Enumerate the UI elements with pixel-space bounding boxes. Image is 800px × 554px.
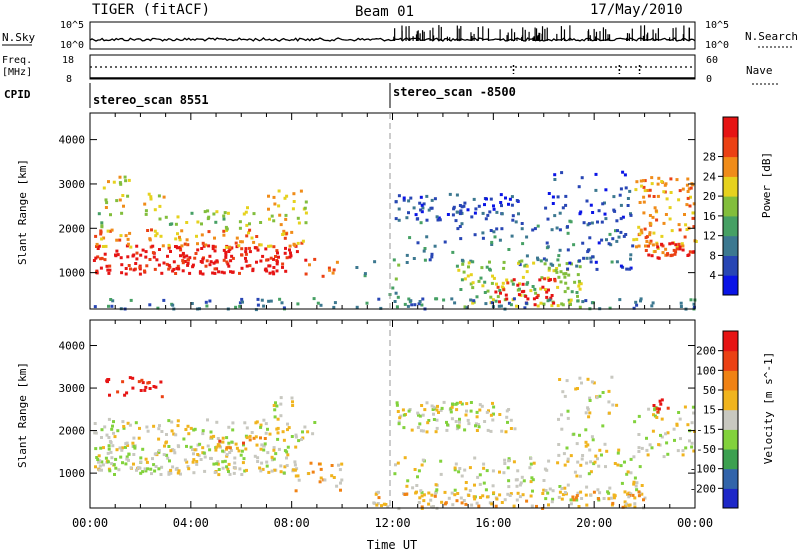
velocity-swatch: [723, 331, 738, 352]
velocity-colorbar-tick: 100: [696, 364, 716, 377]
velocity-swatch: [723, 488, 738, 509]
power-colorbar: Power [dB] 4 8 12 16 20 24 28: [703, 116, 773, 296]
power-colorbar-tick: 4: [709, 269, 716, 282]
nave-tick-bottom: 0: [706, 74, 712, 85]
nsky-label: N.Sky: [2, 31, 35, 44]
velocity-swatch: [723, 350, 738, 371]
velocity-colorbar-tick: -50: [696, 443, 716, 456]
power-colorbar-tick: 28: [703, 151, 716, 164]
power-swatch: [723, 235, 738, 256]
date-label: 17/May/2010: [590, 2, 683, 18]
power-swatch: [723, 196, 738, 217]
velocity-swatch: [723, 370, 738, 391]
velocity-ytick-label: 1000: [59, 467, 86, 480]
x-tick-label: 00:00: [72, 516, 108, 530]
x-tick-label: 08:00: [274, 516, 310, 530]
freq-tick-top: 18: [62, 55, 74, 66]
velocity-swatch: [723, 449, 738, 470]
x-tick-label: 16:00: [475, 516, 511, 530]
power-colorbar-tick: 12: [703, 230, 716, 243]
x-tick-label: 04:00: [173, 516, 209, 530]
power-swatch: [723, 117, 738, 138]
velocity-ytick-label: 3000: [59, 382, 86, 395]
velocity-colorbar-tick: 50: [703, 384, 716, 397]
velocity-colorbar-tick: -100: [690, 463, 717, 476]
power-panel: 1000 2000 3000 4000 Slant Range [km]: [16, 112, 698, 312]
nsearch-label: N.Search: [745, 30, 798, 43]
velocity-colorbar-label: Velocity [m s^-1]: [762, 352, 775, 465]
velocity-colorbar-tick: 200: [696, 345, 716, 358]
power-swatch: [723, 215, 738, 237]
velocity-ytick-label: 2000: [59, 425, 86, 438]
power-swatch: [723, 255, 738, 276]
freq-label-1: Freq.: [2, 55, 32, 66]
velocity-swatch: [723, 390, 738, 411]
power-colorbar-label: Power [dB]: [760, 152, 773, 218]
beam-label: Beam 01: [355, 4, 414, 20]
power-ytick-label: 3000: [59, 178, 86, 191]
power-swatch: [723, 275, 738, 296]
velocity-swatch: [723, 468, 738, 489]
power-ytick-label: 1000: [59, 267, 86, 280]
freq-panel: [89, 54, 696, 80]
x-axis-label: Time UT: [367, 538, 418, 552]
cpid-panel: stereo_scan 8551 stereo_scan -8500: [89, 83, 516, 108]
power-colorbar-tick: 8: [709, 249, 716, 262]
power-colorbar-tick: 16: [703, 210, 716, 223]
power-ylabel: Slant Range [km]: [16, 159, 29, 265]
freq-label-2: [MHz]: [2, 67, 32, 78]
x-tick-label: 20:00: [576, 516, 612, 530]
nsky-tick-top: 10^5: [60, 20, 84, 31]
nsearch-tick-bottom: 10^0: [705, 40, 729, 51]
x-tick-label: 12:00: [374, 516, 410, 530]
power-swatch: [723, 156, 738, 177]
x-tick-label: 00:00: [677, 516, 713, 530]
power-colorbar-tick: 20: [703, 190, 716, 203]
cpid-label: CPID: [4, 88, 31, 101]
cpid-segment-2: stereo_scan -8500: [393, 85, 516, 100]
velocity-swatch: [723, 409, 738, 430]
nsky-panel: [89, 21, 696, 50]
nsearch-tick-top: 10^5: [705, 20, 729, 31]
radar-title: TIGER (fitACF): [92, 2, 210, 18]
nsky-tick-bottom: 10^0: [60, 40, 84, 51]
nave-tick-top: 60: [706, 55, 718, 66]
velocity-colorbar-tick: 15: [703, 404, 716, 417]
cpid-segment-1: stereo_scan 8551: [93, 93, 209, 108]
nave-label: Nave: [746, 64, 773, 77]
velocity-swatch: [723, 429, 738, 450]
power-colorbar-tick: 24: [703, 170, 717, 183]
power-swatch: [723, 136, 738, 158]
velocity-panel: 1000 2000 3000 4000 Slant Range [km]: [16, 319, 696, 511]
power-ytick-label: 4000: [59, 134, 86, 147]
velocity-colorbar: Velocity [m s^-1] 200 100 50 15 -15 -50 -100 -2…: [690, 330, 775, 509]
velocity-ytick-label: 4000: [59, 340, 86, 353]
freq-tick-bottom: 8: [66, 74, 72, 85]
power-ytick-label: 2000: [59, 222, 86, 235]
velocity-colorbar-tick: -200: [690, 482, 717, 495]
power-swatch: [723, 176, 738, 197]
velocity-ylabel: Slant Range [km]: [16, 362, 29, 468]
velocity-colorbar-tick: -15: [696, 423, 716, 436]
